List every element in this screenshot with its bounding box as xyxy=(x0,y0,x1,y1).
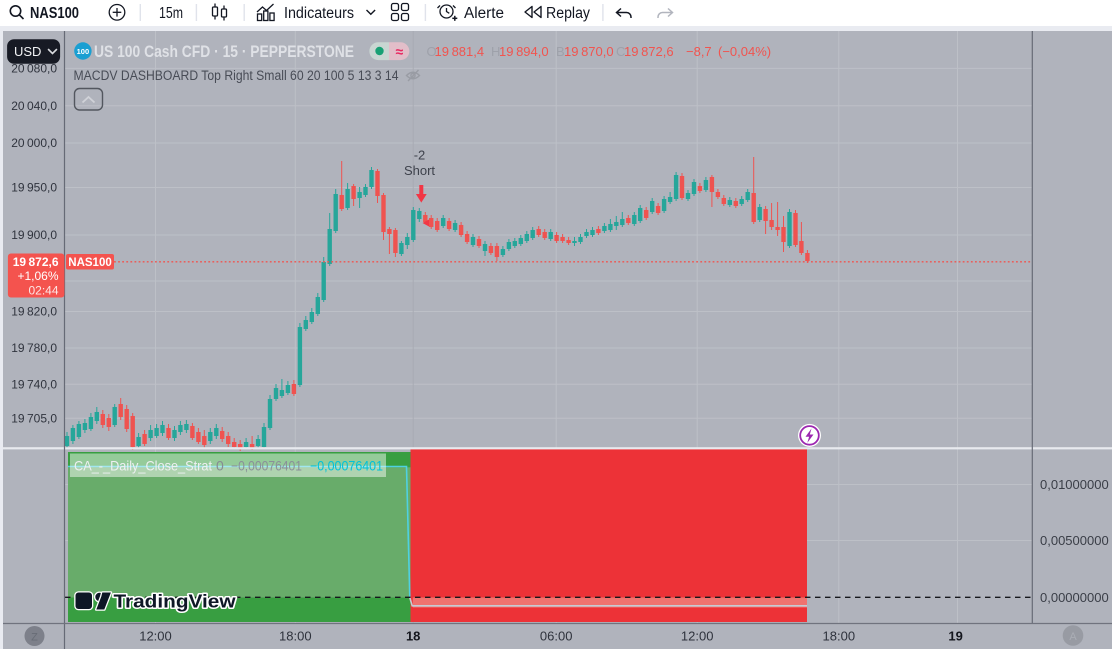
svg-text:US 100 Cash CFD · 15 · PEPPERS: US 100 Cash CFD · 15 · PEPPERSTONE xyxy=(94,43,354,61)
svg-text:18:00: 18:00 xyxy=(823,629,856,644)
svg-text:USD: USD xyxy=(14,44,41,59)
svg-text:H: H xyxy=(491,44,500,59)
svg-text:Indicateurs: Indicateurs xyxy=(284,5,354,22)
svg-text:0: 0 xyxy=(216,458,224,474)
svg-text:18:00: 18:00 xyxy=(279,629,312,644)
svg-text:19: 19 xyxy=(948,629,962,644)
svg-text:-2: -2 xyxy=(414,148,426,163)
svg-text:NAS100: NAS100 xyxy=(30,5,79,22)
svg-text:19 870,0: 19 870,0 xyxy=(564,44,614,59)
svg-text:Short: Short xyxy=(404,163,435,178)
svg-text:0,00000000: 0,00000000 xyxy=(1040,590,1109,605)
svg-text:12:00: 12:00 xyxy=(139,629,172,644)
svg-text:100: 100 xyxy=(77,47,90,56)
svg-text:19 894,0: 19 894,0 xyxy=(499,44,549,59)
svg-text:19 740,0: 19 740,0 xyxy=(11,378,57,392)
svg-text:(−0,04%): (−0,04%) xyxy=(718,44,771,59)
svg-text:C: C xyxy=(616,44,625,59)
svg-text:−0,00076401: −0,00076401 xyxy=(310,458,383,474)
svg-text:+1,06%: +1,06% xyxy=(17,269,58,283)
svg-text:19 950,0: 19 950,0 xyxy=(11,181,57,195)
svg-text:19 900,0: 19 900,0 xyxy=(11,228,57,242)
svg-text:19 872,6: 19 872,6 xyxy=(13,255,59,269)
svg-text:19 780,0: 19 780,0 xyxy=(11,341,57,355)
svg-text:02:44: 02:44 xyxy=(28,284,58,298)
svg-text:CA_-_Daily_Close_Strat: CA_-_Daily_Close_Strat xyxy=(74,458,212,474)
svg-text:Replay: Replay xyxy=(546,5,590,22)
svg-text:06:00: 06:00 xyxy=(540,629,573,644)
svg-text:19 872,6: 19 872,6 xyxy=(624,44,674,59)
svg-text:−0,00076401: −0,00076401 xyxy=(231,458,302,474)
svg-text:A: A xyxy=(1069,631,1077,643)
svg-text:B: B xyxy=(556,44,565,59)
svg-text:0,00500000: 0,00500000 xyxy=(1040,533,1109,548)
svg-text:15m: 15m xyxy=(159,5,183,22)
svg-text:MACDV DASHBOARD Top Right Smal: MACDV DASHBOARD Top Right Small 60 20 10… xyxy=(74,68,399,83)
svg-text:12:00: 12:00 xyxy=(681,629,714,644)
svg-text:≈: ≈ xyxy=(395,44,403,60)
svg-text:19 881,4: 19 881,4 xyxy=(435,44,485,59)
svg-text:Z: Z xyxy=(31,632,38,644)
svg-text:TradingView: TradingView xyxy=(114,591,237,612)
svg-text:20 080,0: 20 080,0 xyxy=(11,62,57,76)
svg-text:20 000,0: 20 000,0 xyxy=(11,136,57,150)
svg-text:18: 18 xyxy=(406,629,420,644)
svg-text:19 820,0: 19 820,0 xyxy=(11,305,57,319)
svg-text:0,01000000: 0,01000000 xyxy=(1040,477,1109,492)
svg-text:19 705,0: 19 705,0 xyxy=(11,412,57,426)
svg-text:NAS100: NAS100 xyxy=(68,257,111,269)
svg-text:−8,7: −8,7 xyxy=(686,44,712,59)
svg-text:O: O xyxy=(427,44,437,59)
svg-text:20 040,0: 20 040,0 xyxy=(11,99,57,113)
svg-text:Alerte: Alerte xyxy=(464,5,504,22)
